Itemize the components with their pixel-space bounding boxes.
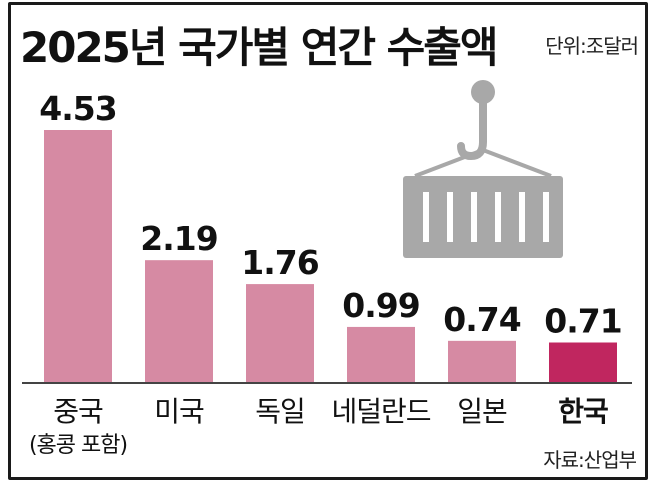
category-sublabel-china: (홍콩 포함) (28, 433, 128, 458)
bar-usa (145, 260, 213, 382)
category-label-netherlands: 네덜란드 (331, 395, 431, 428)
x-axis-baseline (22, 382, 632, 384)
value-label-japan: 0.74 (443, 300, 520, 339)
unit-label: 단위:조달러 (545, 34, 639, 58)
category-label-japan: 일본 (457, 395, 508, 428)
category-label-germany: 독일 (255, 395, 306, 428)
source-label: 자료:산업부 (543, 448, 637, 472)
bar-china (44, 130, 112, 382)
bar-korea (549, 342, 617, 382)
category-label-china: 중국 (53, 395, 104, 428)
value-label-korea: 0.71 (544, 302, 621, 341)
bar-germany (246, 284, 314, 382)
chart-title: 2025년 국가별 연간 수출액 (20, 23, 499, 72)
container-crane-icon (403, 80, 563, 258)
category-label-korea: 한국 (558, 395, 609, 428)
chart-frame (8, 2, 648, 480)
category-label-usa: 미국 (154, 395, 205, 428)
bar-netherlands (347, 326, 415, 382)
value-label-usa: 2.19 (140, 219, 217, 258)
value-label-netherlands: 0.99 (342, 286, 419, 325)
bar-japan (448, 340, 516, 382)
value-label-germany: 1.76 (241, 243, 318, 282)
value-label-china: 4.53 (39, 89, 116, 128)
